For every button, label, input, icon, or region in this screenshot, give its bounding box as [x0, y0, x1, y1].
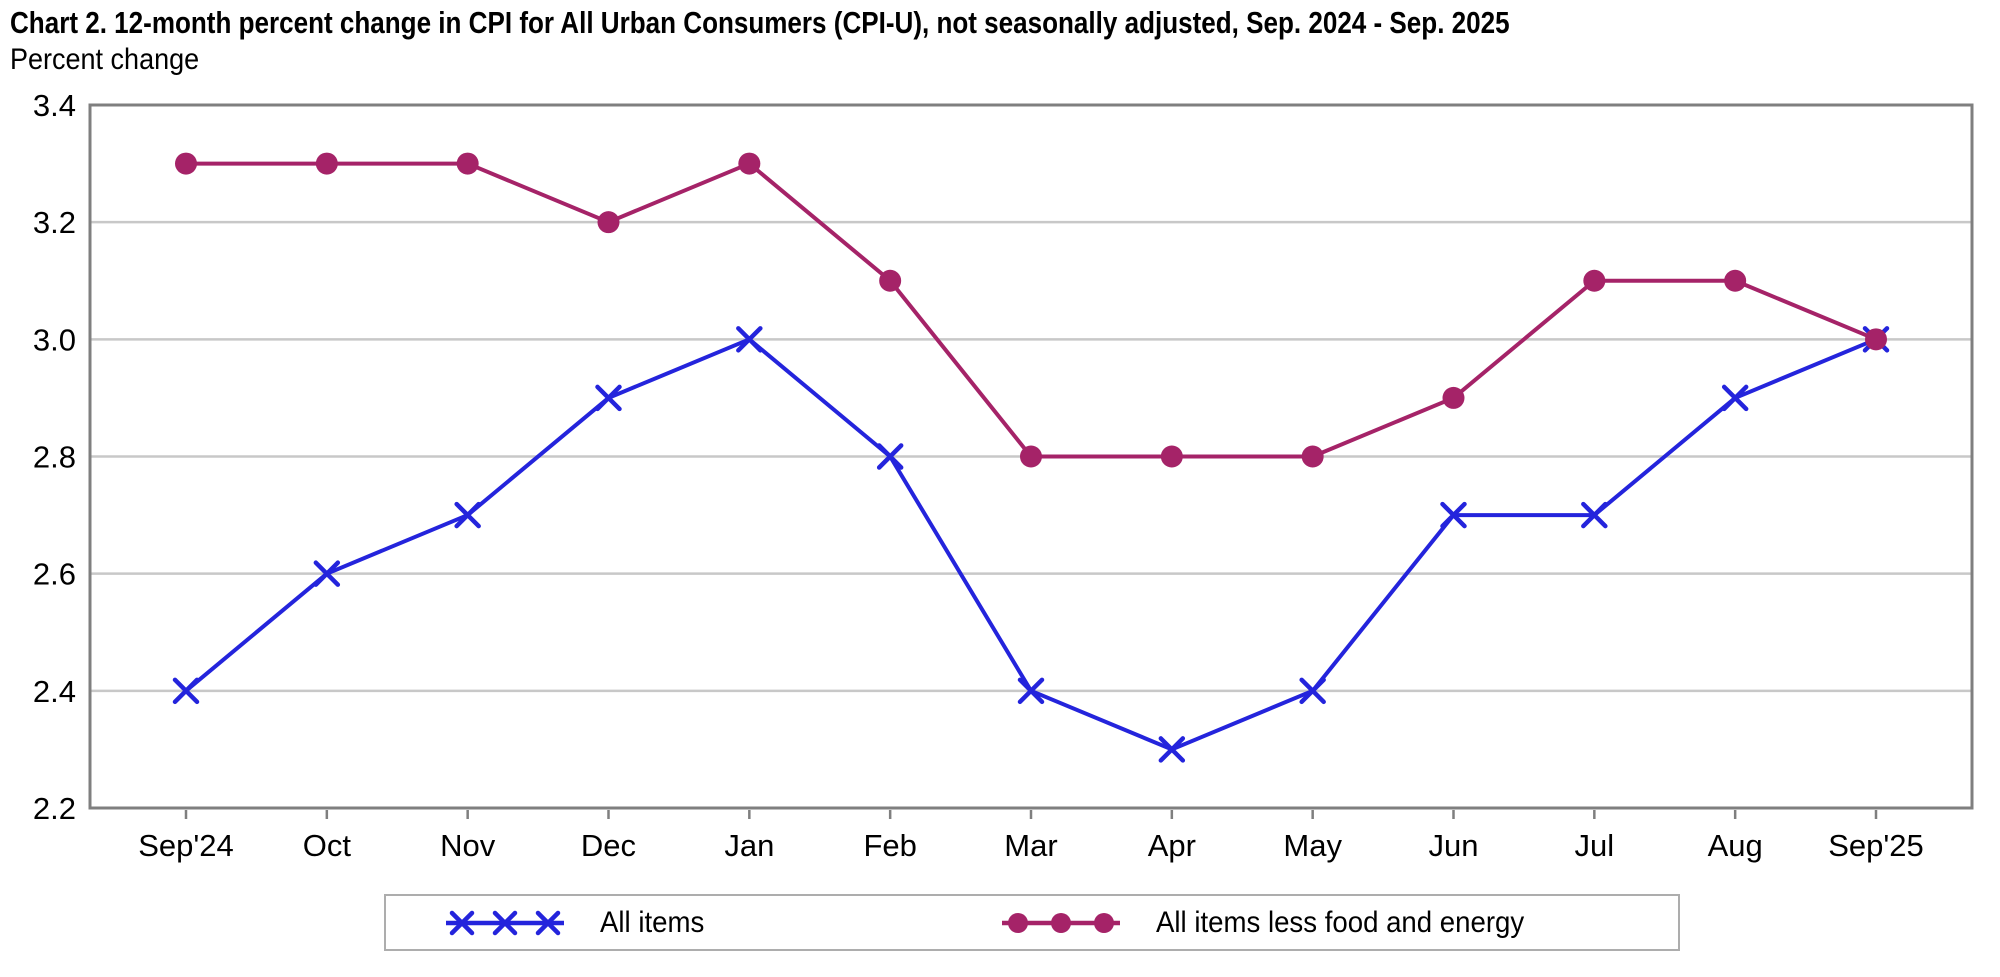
series-line-core — [186, 161, 1877, 459]
marker-core — [1442, 386, 1465, 409]
marker-all-items — [172, 677, 200, 705]
marker-core — [1724, 269, 1747, 292]
line-chart-plot: 3.4 3.2 3.0 2.8 2.6 2.4 2.2 Sep'24 Oct Nov Dec Jan F… — [33, 88, 1974, 863]
y-tick-label: 3.0 — [33, 322, 76, 357]
core-line-sample-icon — [1002, 912, 1120, 933]
y-tick-label: 3.4 — [33, 88, 76, 123]
marker-all-items — [313, 560, 341, 587]
legend-sample-marker-all-items — [535, 910, 561, 935]
y-axis-caption: Percent change — [10, 43, 200, 76]
marker-core — [879, 269, 902, 292]
x-tick-label: Oct — [303, 828, 352, 863]
x-tick-label: Jun — [1429, 828, 1479, 863]
legend-sample-marker-all-items — [449, 910, 475, 935]
y-tick-label: 2.4 — [33, 674, 76, 709]
marker-core — [1583, 269, 1606, 292]
marker-core — [1865, 328, 1887, 351]
y-tick-label: 2.6 — [33, 557, 76, 592]
marker-core — [1160, 445, 1183, 468]
x-tick-label: Jul — [1575, 828, 1615, 863]
marker-core — [315, 152, 338, 175]
legend-sample-marker-core — [1008, 912, 1028, 933]
x-tick-label: Nov — [440, 828, 496, 863]
legend-sample-marker-all-items — [492, 910, 518, 935]
marker-all-items — [1017, 677, 1045, 705]
x-tick-label: Feb — [863, 828, 916, 863]
marker-all-items — [1581, 501, 1608, 529]
marker-core — [175, 152, 197, 175]
marker-core — [738, 152, 761, 175]
marker-core — [456, 152, 479, 175]
y-tick-label: 2.8 — [33, 440, 76, 475]
x-tick-label: Dec — [581, 828, 636, 863]
marker-all-items — [736, 326, 763, 353]
plot-frame — [88, 103, 1974, 810]
marker-all-items — [1721, 384, 1749, 412]
marker-core — [1020, 445, 1042, 468]
x-tick-label: Mar — [1004, 828, 1057, 863]
x-tick-label: Aug — [1708, 828, 1763, 863]
x-tick-label: Apr — [1148, 828, 1196, 863]
legend-sample-marker-core — [1051, 912, 1071, 933]
x-tick-label: Jan — [724, 828, 774, 863]
marker-all-items — [595, 384, 622, 412]
marker-all-items — [876, 443, 904, 470]
legend-label-all-items: All items — [600, 905, 705, 939]
legend-item-all-items: All items — [444, 896, 713, 949]
chart-legend: All items All items less food and energy — [384, 894, 1680, 951]
x-tick-label: Sep'25 — [1828, 828, 1924, 863]
x-tick-label: May — [1283, 828, 1342, 863]
chart-title: Chart 2. 12-month percent change in CPI … — [10, 5, 1510, 40]
x-tick-label: Sep'24 — [138, 828, 234, 863]
y-tick-label: 3.2 — [33, 205, 76, 240]
all-items-line-sample-icon — [446, 910, 564, 935]
marker-all-items — [454, 501, 481, 529]
marker-core — [597, 211, 620, 234]
y-tick-label: 2.2 — [33, 791, 76, 826]
marker-all-items — [1299, 677, 1326, 705]
legend-item-core: All items less food and energy — [1000, 896, 1556, 949]
marker-core — [1301, 445, 1324, 468]
marker-all-items — [1158, 736, 1186, 763]
legend-label-core: All items less food and energy — [1156, 905, 1525, 939]
marker-all-items — [1440, 501, 1467, 529]
legend-sample-marker-core — [1094, 912, 1114, 933]
